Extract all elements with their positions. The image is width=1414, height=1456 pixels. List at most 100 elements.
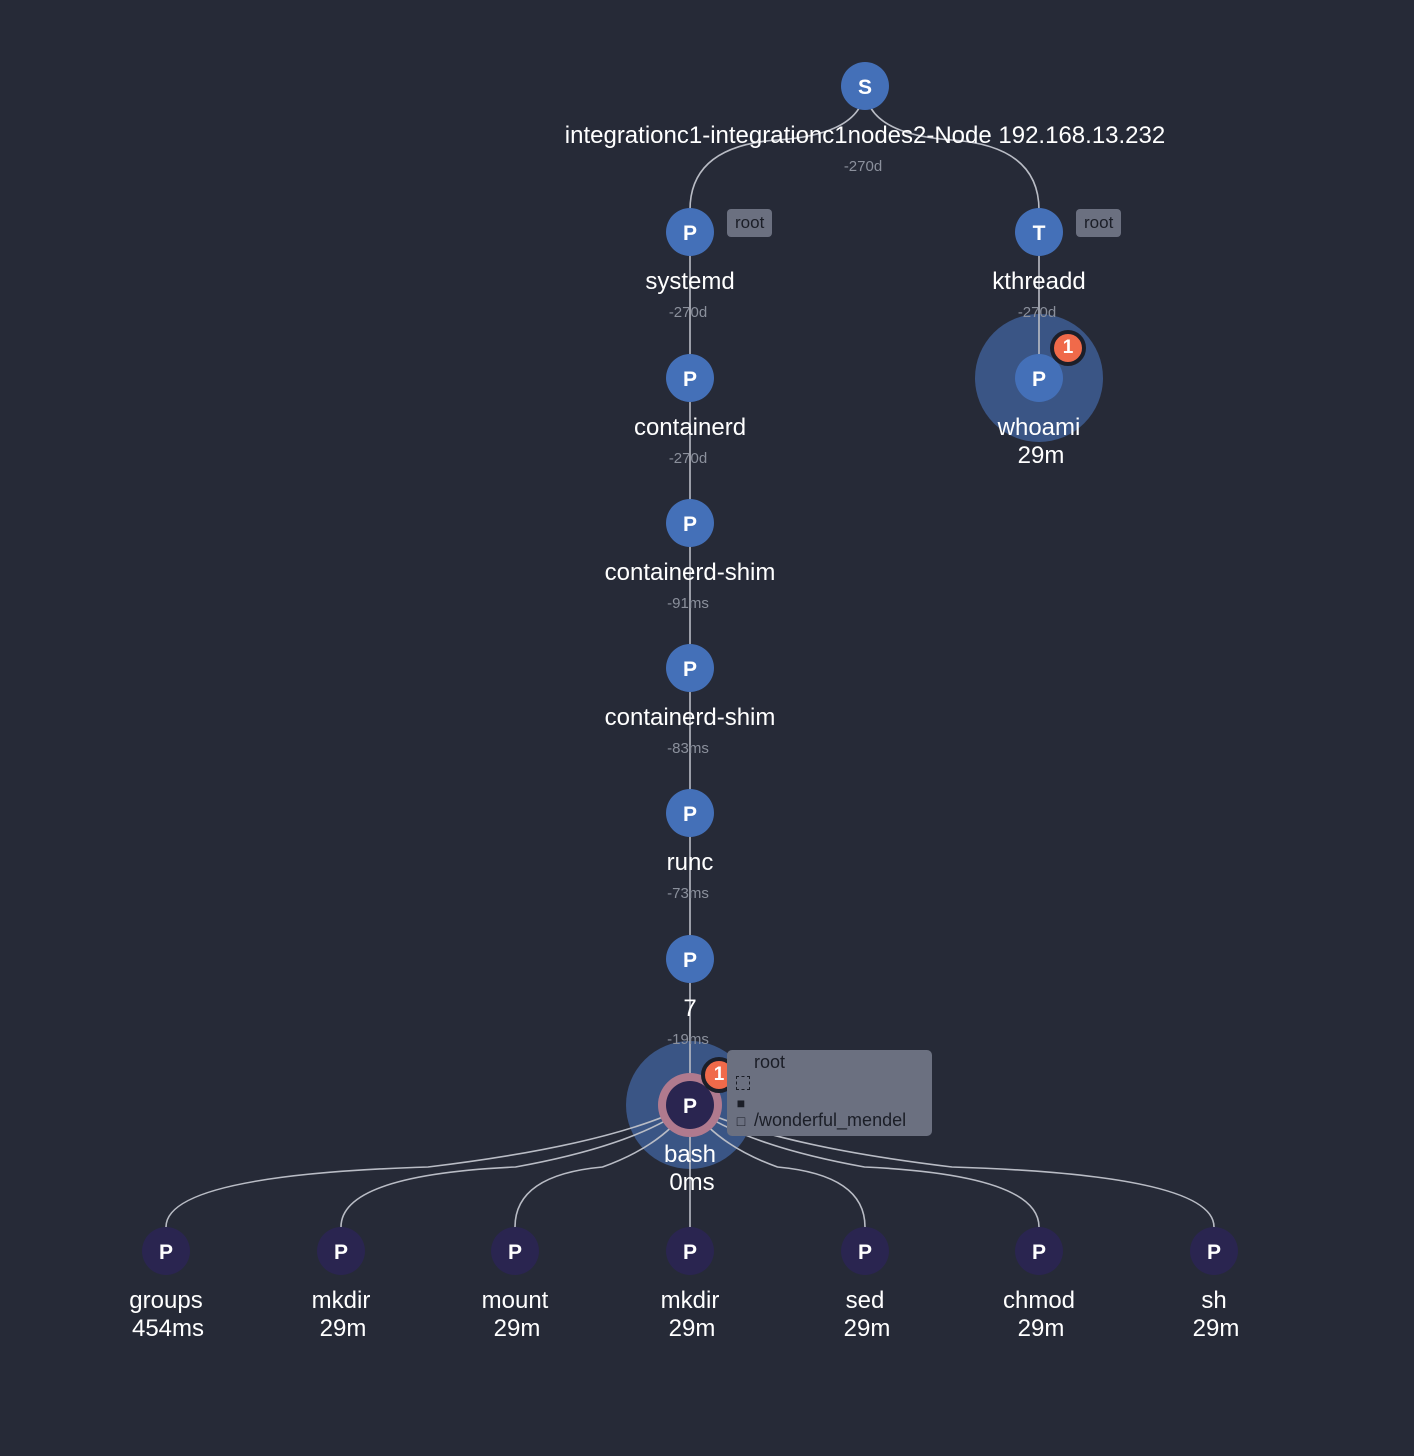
node-name: bash	[663, 1141, 717, 1168]
node-type-letter: P	[1032, 1241, 1046, 1264]
node-name: integrationc1-integrationc1nodes2-Node 1…	[564, 122, 1166, 149]
node-mkdir2[interactable]: P	[666, 1227, 714, 1275]
node-time: 29m	[1017, 1315, 1065, 1342]
alert-count-badge[interactable]: 1	[1050, 330, 1086, 366]
node-name: systemd	[645, 268, 735, 295]
node-type-letter: P	[508, 1241, 522, 1264]
node-type-letter: P	[858, 1241, 872, 1264]
node-type-letter: P	[683, 949, 697, 972]
node-name: mount	[481, 1287, 549, 1314]
node-time: 29m	[668, 1315, 716, 1342]
node-time: -270d	[668, 450, 708, 467]
node-whoami[interactable]: P	[1015, 354, 1063, 402]
node-circle[interactable]	[1190, 1227, 1238, 1275]
node-type-letter: P	[683, 658, 697, 681]
node-type-letter: P	[159, 1241, 173, 1264]
node-time: 29m	[319, 1315, 367, 1342]
node-circle[interactable]	[666, 789, 714, 837]
node-name: containerd	[633, 414, 747, 441]
container-icon: ■	[736, 1095, 746, 1111]
node-systemd[interactable]: P	[666, 208, 714, 256]
node-session[interactable]: S	[841, 62, 889, 110]
node-circle[interactable]	[1015, 1227, 1063, 1275]
user-tag: root	[1076, 209, 1122, 237]
node-type-letter: P	[683, 803, 697, 826]
edge-bash-groups	[165, 1104, 691, 1251]
node-time: 454ms	[131, 1315, 205, 1342]
container-outline-icon: □	[736, 1113, 746, 1129]
node-name: runc	[666, 849, 714, 876]
node-type-letter: P	[683, 1241, 697, 1264]
node-name: sh	[1201, 1287, 1227, 1314]
node-mount[interactable]: P	[491, 1227, 539, 1275]
node-time: -270d	[1017, 304, 1057, 321]
node-circle[interactable]	[841, 62, 889, 110]
node-time: 29m	[493, 1315, 541, 1342]
node-type-letter: P	[334, 1241, 348, 1264]
node-type-letter: P	[683, 513, 697, 536]
node-circle[interactable]	[666, 354, 714, 402]
node-shim1[interactable]: P	[666, 499, 714, 547]
node-circle[interactable]	[666, 1081, 714, 1129]
session-icon	[733, 1074, 755, 1095]
node-containerd[interactable]: P	[666, 354, 714, 402]
node-type-letter: P	[683, 1095, 697, 1118]
edge-bash-sed	[689, 1104, 866, 1251]
node-shim2[interactable]: P	[666, 644, 714, 692]
node-mkdir1[interactable]: P	[317, 1227, 365, 1275]
node-time: -19ms	[667, 1031, 709, 1048]
node-name: groups	[129, 1287, 203, 1314]
node-groups[interactable]: P	[142, 1227, 190, 1275]
node-time: -91ms	[667, 595, 709, 612]
node-type-letter: P	[683, 368, 697, 391]
node-sh[interactable]: P	[1190, 1227, 1238, 1275]
node-name: mkdir	[660, 1287, 720, 1314]
node-type-letter: T	[1033, 222, 1046, 245]
node-name: containerd-shim	[604, 559, 776, 586]
node-circle[interactable]	[666, 208, 714, 256]
tooltip-user: root	[754, 1052, 786, 1072]
tooltip-container-row: □ /wonderful_mendel	[733, 1110, 906, 1131]
node-bash[interactable]: P	[666, 1081, 714, 1129]
node-runc[interactable]: P	[666, 789, 714, 837]
node-time: 29m	[1017, 442, 1065, 469]
node-name: 7	[683, 995, 697, 1022]
node-circle[interactable]	[1015, 208, 1063, 256]
node-time: -83ms	[667, 740, 709, 757]
node-time: 0ms	[669, 1169, 715, 1196]
node-circle[interactable]	[666, 1227, 714, 1275]
node-time: -270d	[843, 158, 883, 175]
node-circle[interactable]	[841, 1227, 889, 1275]
node-circle[interactable]	[491, 1227, 539, 1275]
node-name: mkdir	[311, 1287, 371, 1314]
edge-bash-mkdir1	[340, 1104, 691, 1251]
node-circle[interactable]	[317, 1227, 365, 1275]
edge-session-systemd	[689, 85, 866, 232]
node-time: -73ms	[667, 885, 709, 902]
node-name: chmod	[1002, 1287, 1076, 1314]
node-chmod[interactable]: P	[1015, 1227, 1063, 1275]
node-time: 29m	[843, 1315, 891, 1342]
node-time: 29m	[1192, 1315, 1240, 1342]
edge-session-kthreadd	[864, 85, 1040, 232]
node-type-letter: P	[1207, 1241, 1221, 1264]
node-name: containerd-shim	[604, 704, 776, 731]
node-type-letter: P	[1032, 368, 1046, 391]
node-type-letter: S	[858, 76, 872, 99]
node-kthreadd[interactable]: T	[1015, 208, 1063, 256]
node-circle[interactable]	[666, 935, 714, 983]
edge-bash-mount	[514, 1104, 691, 1251]
node-circle[interactable]	[666, 499, 714, 547]
node-seven[interactable]: P	[666, 935, 714, 983]
node-name: sed	[845, 1287, 885, 1314]
node-name: kthreadd	[992, 268, 1086, 295]
tooltip-container: /wonderful_mendel	[754, 1110, 907, 1130]
bash-details-tooltip: root ■ □ /wonderful_mendel	[727, 1050, 932, 1136]
node-time: -270d	[668, 304, 708, 321]
node-circle[interactable]	[142, 1227, 190, 1275]
node-name: whoami	[997, 414, 1081, 441]
node-circle[interactable]	[666, 644, 714, 692]
node-circle[interactable]	[1015, 354, 1063, 402]
node-sed[interactable]: P	[841, 1227, 889, 1275]
